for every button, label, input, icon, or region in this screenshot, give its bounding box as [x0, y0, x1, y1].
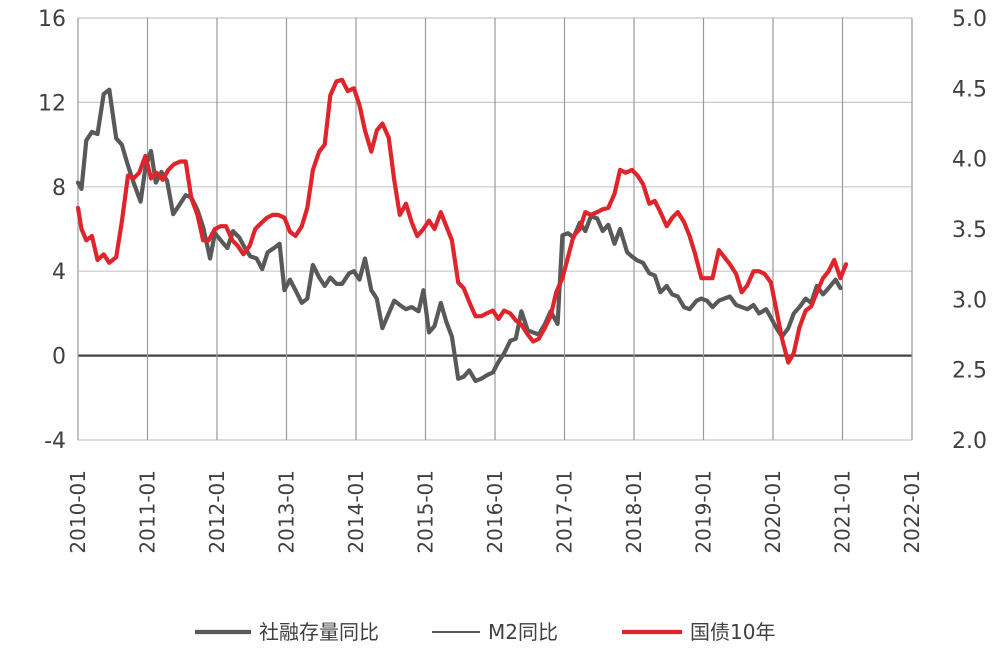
x-tick-label: 2020-01: [761, 470, 785, 554]
legend-label-2: 国债10年: [690, 620, 775, 644]
x-tick-label: 2016-01: [483, 470, 507, 554]
y-right-tick-label: 3.0: [952, 288, 987, 313]
y-left-tick-label: 4: [52, 260, 66, 285]
x-tick-label: 2017-01: [553, 470, 577, 554]
x-tick-label: 2022-01: [900, 470, 924, 554]
y-right-tick-label: 3.5: [952, 218, 987, 243]
legend: 社融存量同比 M2同比 国债10年: [195, 620, 775, 644]
x-tick-label: 2012-01: [205, 470, 229, 554]
y-left-tick-label: 8: [52, 176, 66, 201]
y-left-tick-label: -4: [44, 429, 66, 454]
y-right-tick-label: 4.0: [952, 148, 987, 173]
y-right-tick-label: 4.5: [952, 77, 987, 102]
legend-label-1: M2同比: [488, 620, 558, 644]
y-right-tick-label: 5.0: [952, 7, 987, 32]
series-line-0: [75, 87, 843, 383]
y-left-tick-label: 0: [52, 345, 66, 370]
y-right-tick-label: 2.5: [952, 359, 987, 384]
series-line-2: [75, 77, 849, 365]
x-tick-label: 2011-01: [136, 470, 160, 554]
x-tick-label: 2019-01: [692, 470, 716, 554]
axis-layer: 16 12 8 4 0 -4 5.0 4.5 4.0 3.5 3.0 2.5 2.0 2010-01 201…: [38, 7, 987, 554]
x-tick-label: 2014-01: [344, 470, 368, 554]
y-left-tick-label: 12: [38, 91, 66, 116]
legend-label-0: 社融存量同比: [259, 620, 379, 644]
x-tick-label: 2021-01: [831, 470, 855, 554]
series-layer: [75, 77, 849, 383]
y-left-tick-label: 16: [38, 7, 66, 32]
x-tick-label: 2013-01: [275, 470, 299, 554]
x-tick-label: 2015-01: [414, 470, 438, 554]
x-tick-label: 2010-01: [66, 470, 90, 554]
y-right-tick-label: 2.0: [952, 429, 987, 454]
x-tick-label: 2018-01: [622, 470, 646, 554]
